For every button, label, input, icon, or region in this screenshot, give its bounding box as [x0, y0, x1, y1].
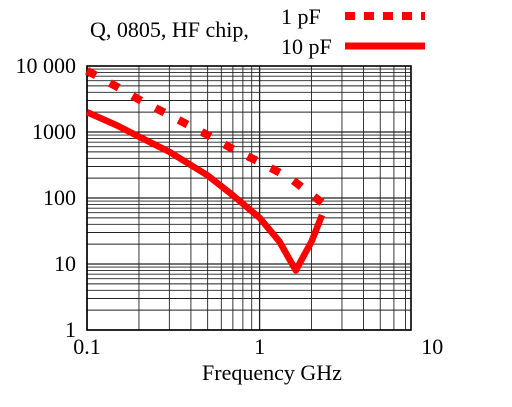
series-layer	[85, 67, 326, 274]
x-tick-label: 0.1	[73, 334, 101, 359]
legend-label-1pf: 1 pF	[281, 4, 321, 29]
x-tick-labels: 0.1 1 10	[73, 334, 443, 359]
chart-grid	[86, 66, 411, 331]
series-line-1pf	[85, 67, 325, 206]
y-tick-label: 1000	[32, 119, 76, 144]
series-line-10pf	[85, 109, 326, 274]
plot-frame	[86, 65, 412, 331]
legend-label-10pf: 10 pF	[281, 34, 332, 59]
x-tick-label: 10	[421, 334, 443, 359]
x-tick-label: 1	[254, 334, 265, 359]
chart-title: Q, 0805, HF chip,	[90, 17, 249, 42]
legend: 1 pF 10 pF	[281, 4, 425, 59]
y-tick-label: 100	[43, 185, 76, 210]
x-axis-label: Frequency GHz	[202, 360, 342, 385]
y-tick-labels: 1 10 100 1000 10 000	[16, 53, 77, 342]
y-tick-label: 10	[54, 251, 76, 276]
y-tick-label: 1	[65, 317, 76, 342]
y-tick-label: 10 000	[16, 53, 77, 78]
